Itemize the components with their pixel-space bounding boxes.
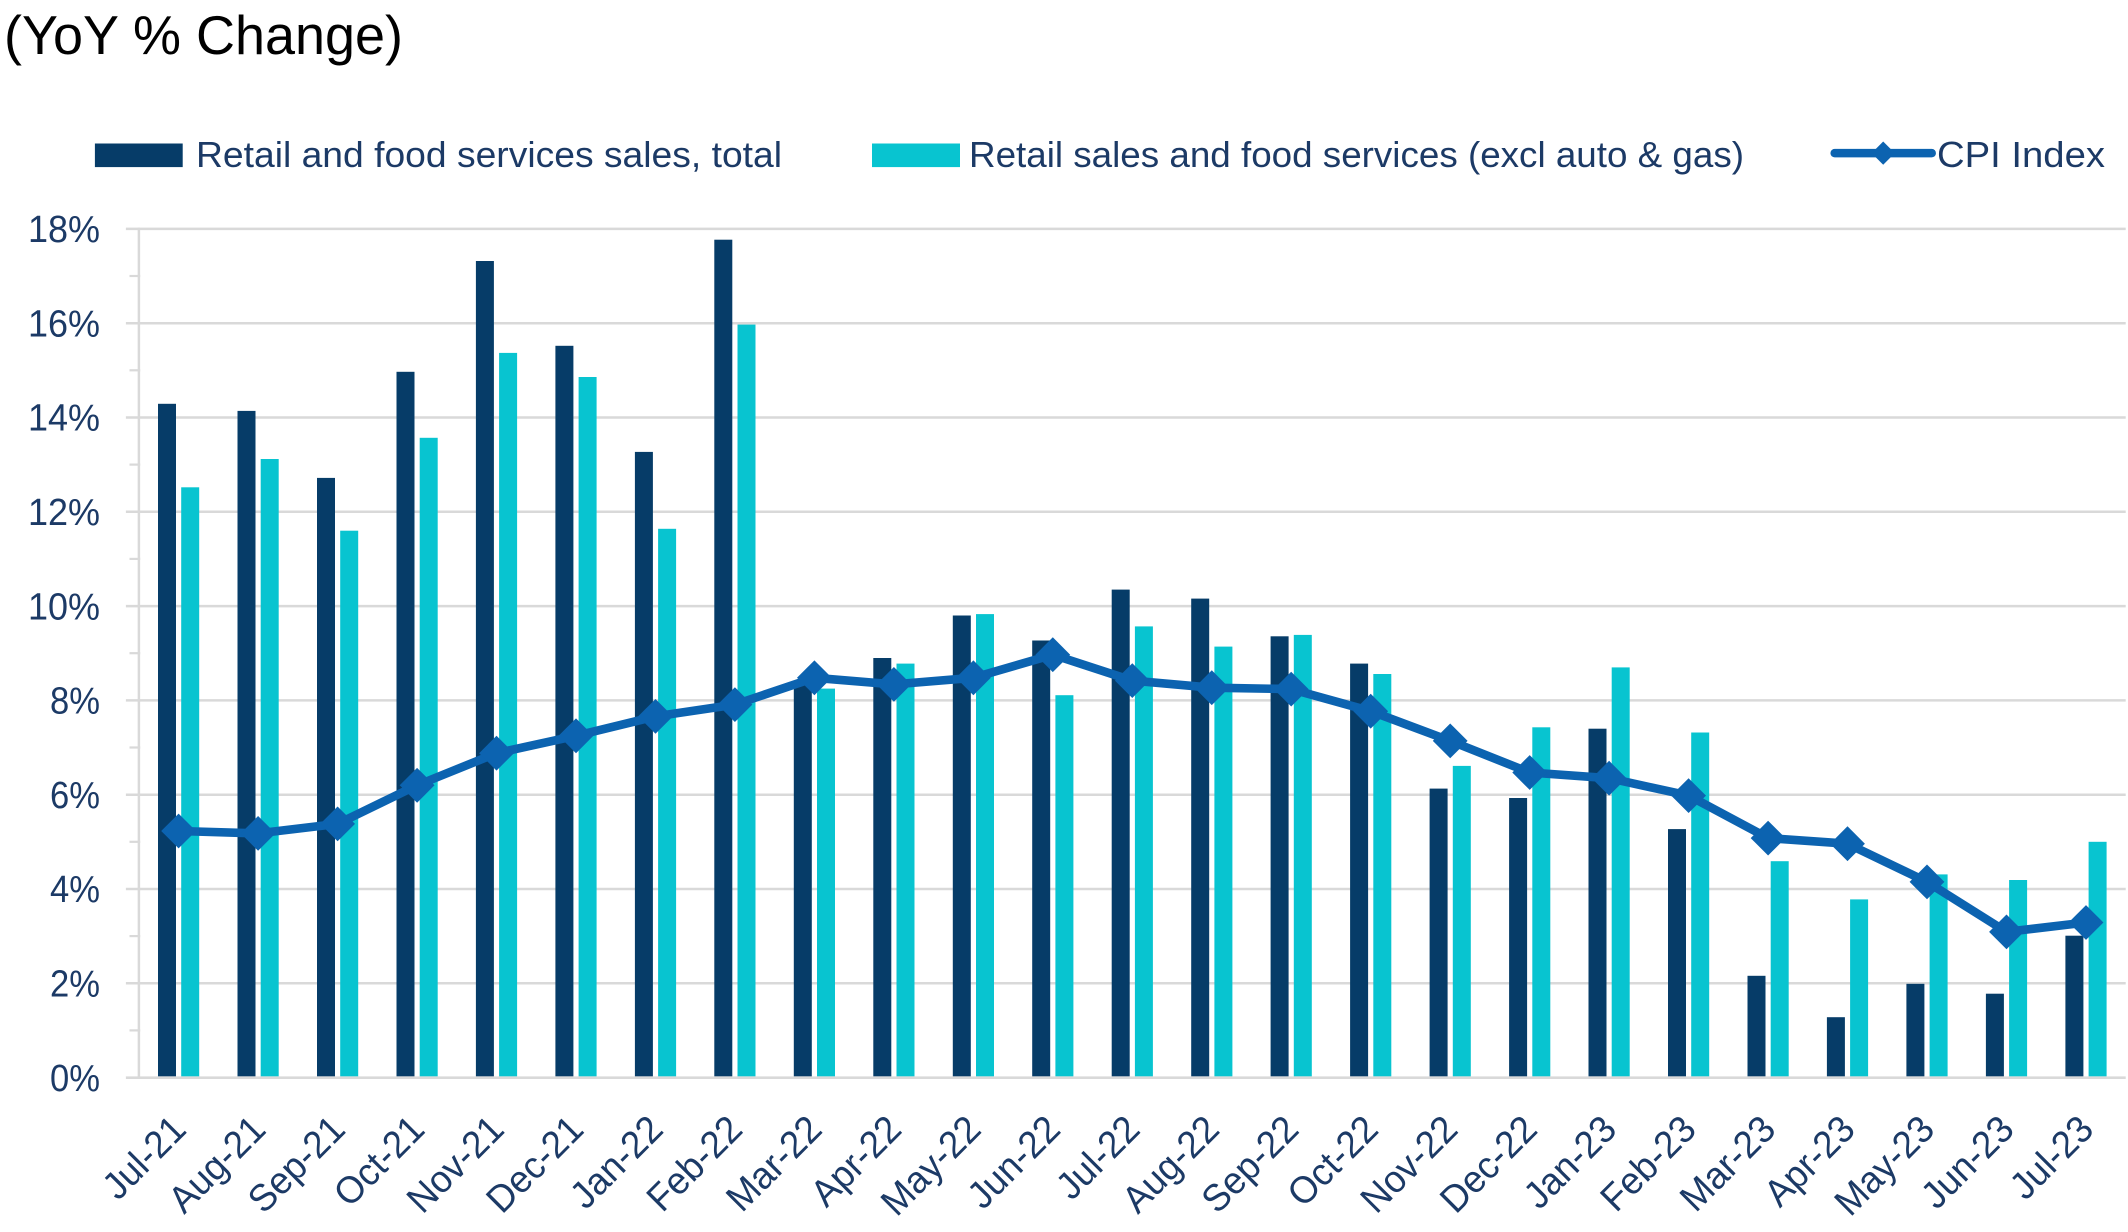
svg-text:Retail and food services sales: Retail and food services sales, total xyxy=(196,134,782,175)
svg-text:16%: 16% xyxy=(28,303,100,345)
svg-text:CPI Index: CPI Index xyxy=(1937,134,2105,175)
svg-text:0%: 0% xyxy=(50,1058,100,1100)
svg-text:2%: 2% xyxy=(50,964,100,1006)
svg-text:(YoY % Change): (YoY % Change) xyxy=(4,4,403,66)
svg-text:4%: 4% xyxy=(50,869,100,911)
svg-text:12%: 12% xyxy=(28,492,100,534)
svg-text:8%: 8% xyxy=(50,681,100,723)
svg-text:6%: 6% xyxy=(50,775,100,817)
svg-text:Retail sales and food services: Retail sales and food services (excl aut… xyxy=(969,134,1744,175)
svg-text:18%: 18% xyxy=(28,209,100,251)
svg-text:10%: 10% xyxy=(28,586,100,628)
svg-text:14%: 14% xyxy=(28,398,100,440)
